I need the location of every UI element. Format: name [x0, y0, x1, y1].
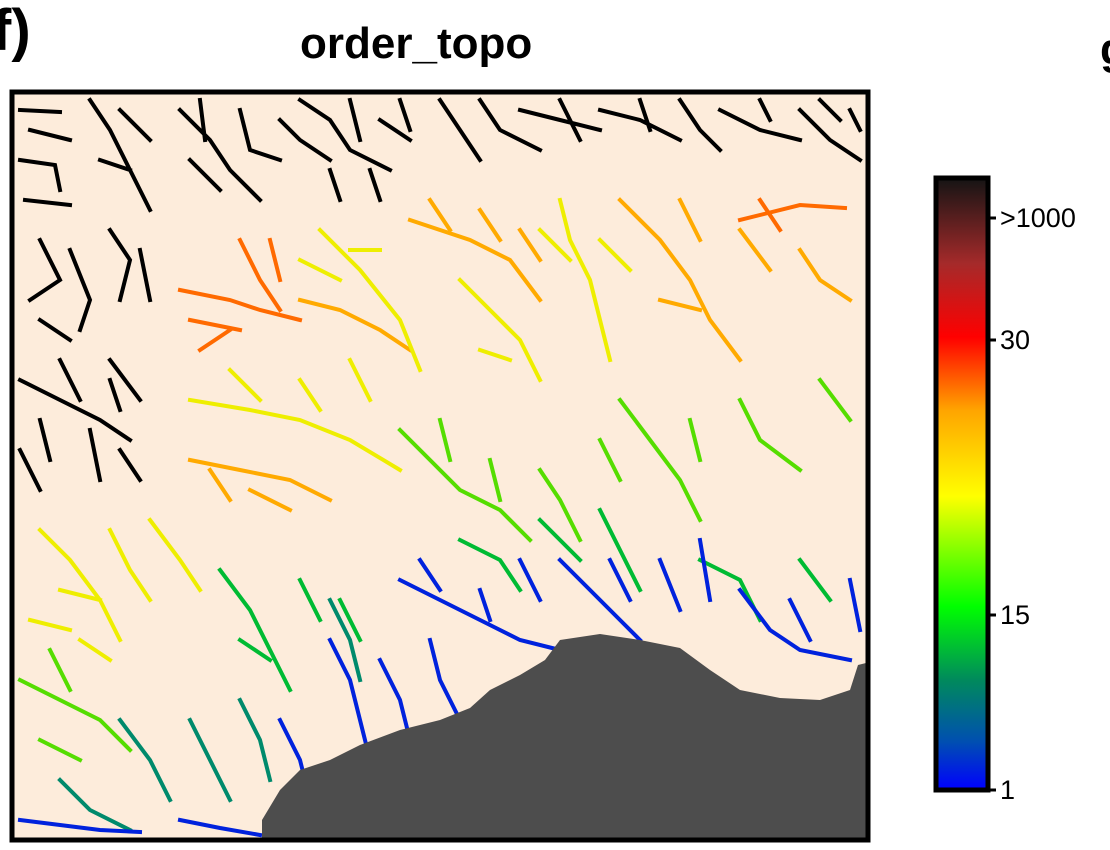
- outside-channels: [17, 97, 863, 493]
- colorbar-label-15: 15: [1000, 600, 1031, 630]
- colorbar-ticks: [988, 216, 996, 792]
- map-frame: [9, 89, 871, 843]
- panel-label: f): [0, 0, 31, 63]
- colorbar-label-1: 1: [1000, 775, 1016, 805]
- red-orange-channels: [177, 197, 848, 353]
- next-panel-label: g: [1100, 28, 1110, 72]
- sea-fragments: [708, 712, 860, 746]
- sea-area: [262, 634, 868, 840]
- colorbar-label-30: 30: [1000, 325, 1031, 355]
- colorbar-label-max: >1000: [1000, 203, 1076, 233]
- colorbar: [933, 175, 991, 793]
- map-title: order_topo: [300, 19, 533, 68]
